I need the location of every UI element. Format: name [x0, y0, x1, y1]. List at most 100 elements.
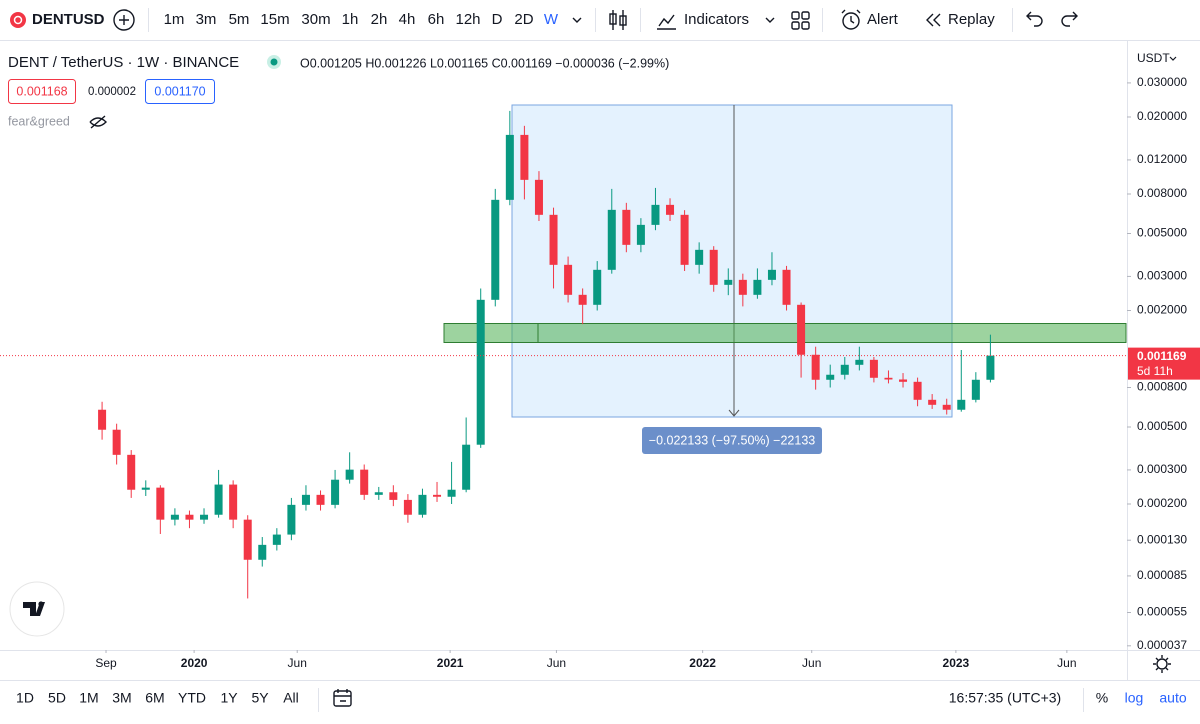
chart-style-button[interactable] — [609, 10, 627, 30]
alert-button[interactable]: Alert — [867, 11, 899, 28]
interval-button[interactable]: D — [492, 11, 503, 28]
sell-button[interactable] — [8, 79, 76, 104]
interval-button[interactable]: W — [544, 11, 559, 28]
range-button[interactable]: 1Y — [220, 690, 238, 706]
candle-body — [301, 494, 310, 505]
layout-icon — [801, 21, 810, 30]
candle-body — [869, 359, 878, 378]
candle-body — [782, 269, 791, 305]
legend: DENT / TetherUS · 1W · BINANCE O0.001205… — [8, 54, 669, 129]
interval-button[interactable]: 3m — [196, 11, 217, 28]
x-tick-label: 2021 — [437, 656, 464, 670]
measure-label: −0.022133 (−97.50%) −22133 — [649, 433, 816, 447]
interval-button[interactable]: 6h — [428, 11, 445, 28]
symbol[interactable]: DENTUSD — [32, 11, 105, 28]
hide-indicator[interactable] — [89, 115, 107, 129]
candle-body — [607, 209, 616, 270]
log-toggle[interactable]: log — [1125, 690, 1144, 706]
candle-body — [636, 224, 645, 245]
interval-button[interactable]: 1m — [164, 11, 185, 28]
candle-body — [258, 544, 267, 560]
interval-button[interactable]: 2h — [371, 11, 388, 28]
x-tick-label: 2022 — [689, 656, 716, 670]
candle-body — [753, 279, 762, 295]
candle-body — [345, 469, 354, 480]
support-zone[interactable] — [443, 323, 1127, 343]
buy-button[interactable] — [145, 79, 215, 104]
interval-button[interactable]: 1h — [342, 11, 359, 28]
auto-toggle[interactable]: auto — [1159, 690, 1186, 706]
range-button[interactable]: 5D — [48, 690, 66, 706]
interval-button[interactable]: 30m — [301, 11, 330, 28]
candle-body — [942, 404, 951, 410]
candle-body — [884, 377, 893, 380]
candle-body — [229, 484, 238, 520]
ohlc-values: O0.001205 H0.001226 L0.001165 C0.001169 … — [300, 56, 669, 70]
candle-body — [374, 492, 383, 495]
y-tick-label: 0.003000 — [1137, 269, 1187, 283]
y-tick-label: 0.000055 — [1137, 605, 1187, 619]
interval-button[interactable]: 5m — [229, 11, 250, 28]
compare-icon — [119, 15, 129, 25]
symbol-logo — [10, 12, 26, 28]
compare-button[interactable] — [113, 9, 135, 31]
candle-body — [622, 209, 631, 245]
candle-body — [578, 294, 587, 305]
y-tick-label: 0.020000 — [1137, 109, 1187, 123]
candle-body — [957, 399, 966, 410]
interval-button[interactable]: 2D — [514, 11, 533, 28]
layout-icon — [801, 11, 810, 20]
candle-body — [200, 514, 209, 520]
candle-body — [214, 484, 223, 515]
interval-group: 1m 3m 5m 15m 30m 1h 2h 4h 6h 12h D 2D W — [164, 11, 559, 28]
time-axis: Sep 2020 Jun 2021 Jun 2022 Jun 2023 Jun — [95, 650, 1171, 673]
candle-body — [549, 214, 558, 265]
y-tick-label: 0.000037 — [1137, 638, 1187, 652]
range-button[interactable]: 1D — [16, 690, 34, 706]
logo-dot — [38, 601, 44, 607]
x-tick-label: Jun — [802, 656, 821, 670]
percent-toggle[interactable]: % — [1096, 690, 1108, 706]
candle-body — [433, 494, 442, 497]
x-tick-label: 2023 — [943, 656, 970, 670]
indicators-button[interactable]: Indicators — [684, 11, 749, 28]
currency[interactable]: USDT — [1137, 51, 1170, 65]
candle-body — [185, 514, 194, 520]
replay-icon — [926, 13, 941, 27]
range-button[interactable]: 6M — [145, 690, 164, 706]
undo-button[interactable] — [1026, 11, 1043, 27]
y-tick-label: 0.000130 — [1137, 532, 1187, 546]
price-axis: USDT 0.030000 0.020000 0.012000 0.008000 0.0… — [1127, 51, 1200, 652]
toolbar: DENTUSD 1m 3m 5m 15m 30m 1h 2h 4h 6h 12h D 2D W Indi… — [10, 8, 1078, 32]
clock: 16:57:35 (UTC+3) — [949, 690, 1061, 706]
tv-logo — [9, 581, 65, 637]
interval-menu[interactable] — [572, 17, 582, 23]
candle-body — [272, 534, 281, 545]
bid-price: 0.001168 — [16, 84, 67, 98]
settings-button[interactable] — [1156, 658, 1168, 670]
interval-button[interactable]: 15m — [260, 11, 289, 28]
interval-button[interactable]: 4h — [399, 11, 416, 28]
candle-body — [170, 514, 179, 520]
layouts-button[interactable] — [791, 11, 810, 30]
candle-body — [534, 179, 543, 215]
indicators-menu[interactable] — [765, 17, 775, 23]
redo-button[interactable] — [1061, 11, 1078, 27]
candle-body — [505, 134, 514, 200]
interval-button[interactable]: 12h — [455, 11, 480, 28]
candle-body — [243, 519, 252, 560]
chart-style-icon — [619, 15, 627, 26]
measure-range[interactable] — [511, 104, 953, 418]
candle-body — [520, 134, 529, 180]
range-button[interactable]: 1M — [79, 690, 98, 706]
range-button[interactable]: YTD — [178, 690, 206, 706]
range-button[interactable]: 3M — [112, 690, 131, 706]
goto-date[interactable] — [333, 690, 352, 707]
price-tag-value: 0.001169 — [1137, 349, 1187, 363]
indicators-icon — [657, 14, 676, 30]
range-button[interactable]: 5Y — [251, 690, 269, 706]
settings-icon — [1153, 655, 1171, 673]
range-button[interactable]: All — [283, 690, 299, 706]
replay-button[interactable]: Replay — [948, 11, 995, 28]
